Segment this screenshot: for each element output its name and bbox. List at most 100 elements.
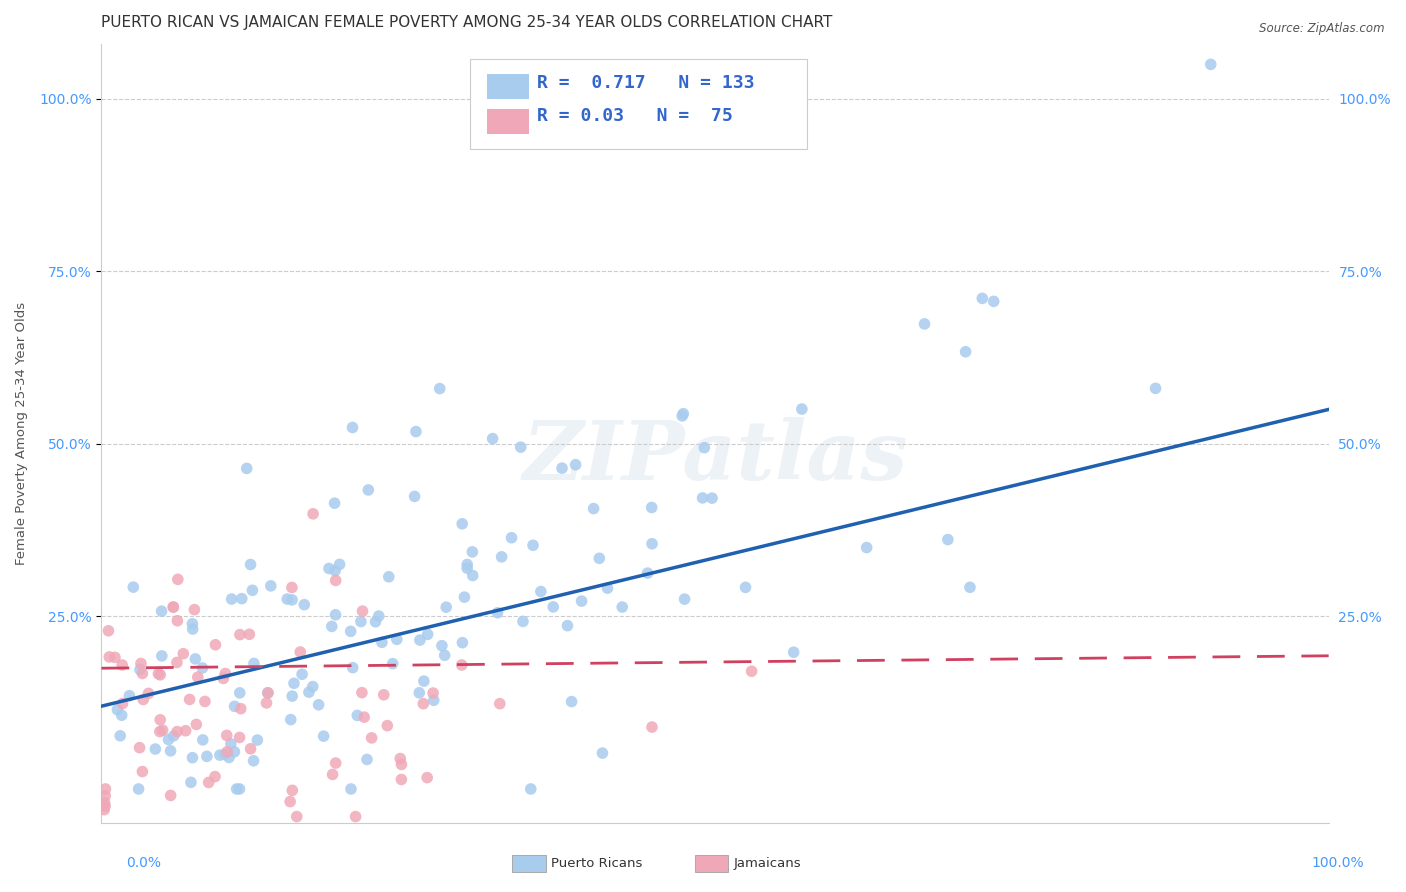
Point [281,581,304,595]
Point [367,609,389,624]
Point [280,713,302,727]
Point [204,638,226,652]
Text: Source: ZipAtlas.com: Source: ZipAtlas.com [1260,22,1385,36]
Point [936,533,959,547]
Text: ZIPatlas: ZIPatlas [522,417,908,497]
Point [162,600,184,615]
Point [322,767,344,781]
Point [111,708,134,723]
Y-axis label: Female Poverty Among 25-34 Year Olds: Female Poverty Among 25-34 Year Olds [15,302,28,566]
Point [132,692,155,706]
Point [728,127,751,141]
Point [637,566,659,581]
Point [671,409,693,423]
Text: PUERTO RICAN VS JAMAICAN FEMALE POVERTY AMONG 25-34 YEAR OLDS CORRELATION CHART: PUERTO RICAN VS JAMAICAN FEMALE POVERTY … [101,15,832,30]
Point [451,635,474,649]
Point [389,751,412,765]
Point [184,652,207,666]
Point [110,729,132,743]
Point [700,491,723,505]
Text: 100.0%: 100.0% [1312,856,1364,871]
Point [235,461,257,475]
Point [149,713,172,727]
Point [260,579,283,593]
Point [385,632,408,647]
Point [301,680,323,694]
Point [461,568,484,582]
Point [94,789,117,803]
Point [364,615,387,629]
Point [488,697,510,711]
Point [162,600,184,615]
Point [344,809,367,823]
Point [491,549,513,564]
Point [111,657,134,672]
Point [782,645,804,659]
Text: 0.0%: 0.0% [127,856,162,871]
Point [340,782,363,797]
Point [557,618,579,632]
Point [256,696,278,710]
Point [329,558,352,572]
Point [342,420,364,434]
Point [453,590,475,604]
Point [350,685,373,699]
Point [231,591,253,606]
FancyBboxPatch shape [486,74,529,99]
Point [1199,57,1222,71]
Point [312,729,335,743]
Point [152,723,174,738]
Point [150,604,173,618]
Point [166,656,188,670]
Point [519,782,541,797]
Point [373,688,395,702]
Point [955,344,977,359]
Point [131,764,153,779]
Point [94,799,117,814]
Point [224,699,246,714]
Point [456,561,478,575]
Point [219,737,242,751]
Point [551,461,574,475]
Point [360,731,382,745]
Point [693,441,716,455]
Point [412,697,434,711]
Point [641,537,664,551]
Point [215,728,238,742]
Point [93,803,115,817]
Point [353,710,375,724]
Point [512,615,534,629]
Point [157,732,180,747]
Point [238,627,260,641]
Point [672,407,695,421]
Point [855,541,877,555]
Point [640,500,662,515]
Point [461,545,484,559]
Point [172,647,194,661]
Point [456,558,478,572]
Point [790,402,813,417]
Point [187,670,209,684]
Point [281,783,304,797]
Point [433,648,456,663]
Point [434,600,457,615]
Point [97,624,120,638]
Point [191,732,214,747]
Point [166,724,188,739]
Point [501,531,523,545]
Point [149,724,172,739]
Point [243,657,266,671]
Point [325,607,347,622]
Point [229,701,252,715]
Point [111,697,134,711]
Point [641,720,664,734]
Point [129,657,152,671]
Point [591,746,613,760]
Point [181,622,204,636]
Point [94,782,117,797]
Point [357,483,380,497]
Point [204,770,226,784]
Point [416,771,439,785]
Point [128,782,150,797]
Point [194,694,217,708]
